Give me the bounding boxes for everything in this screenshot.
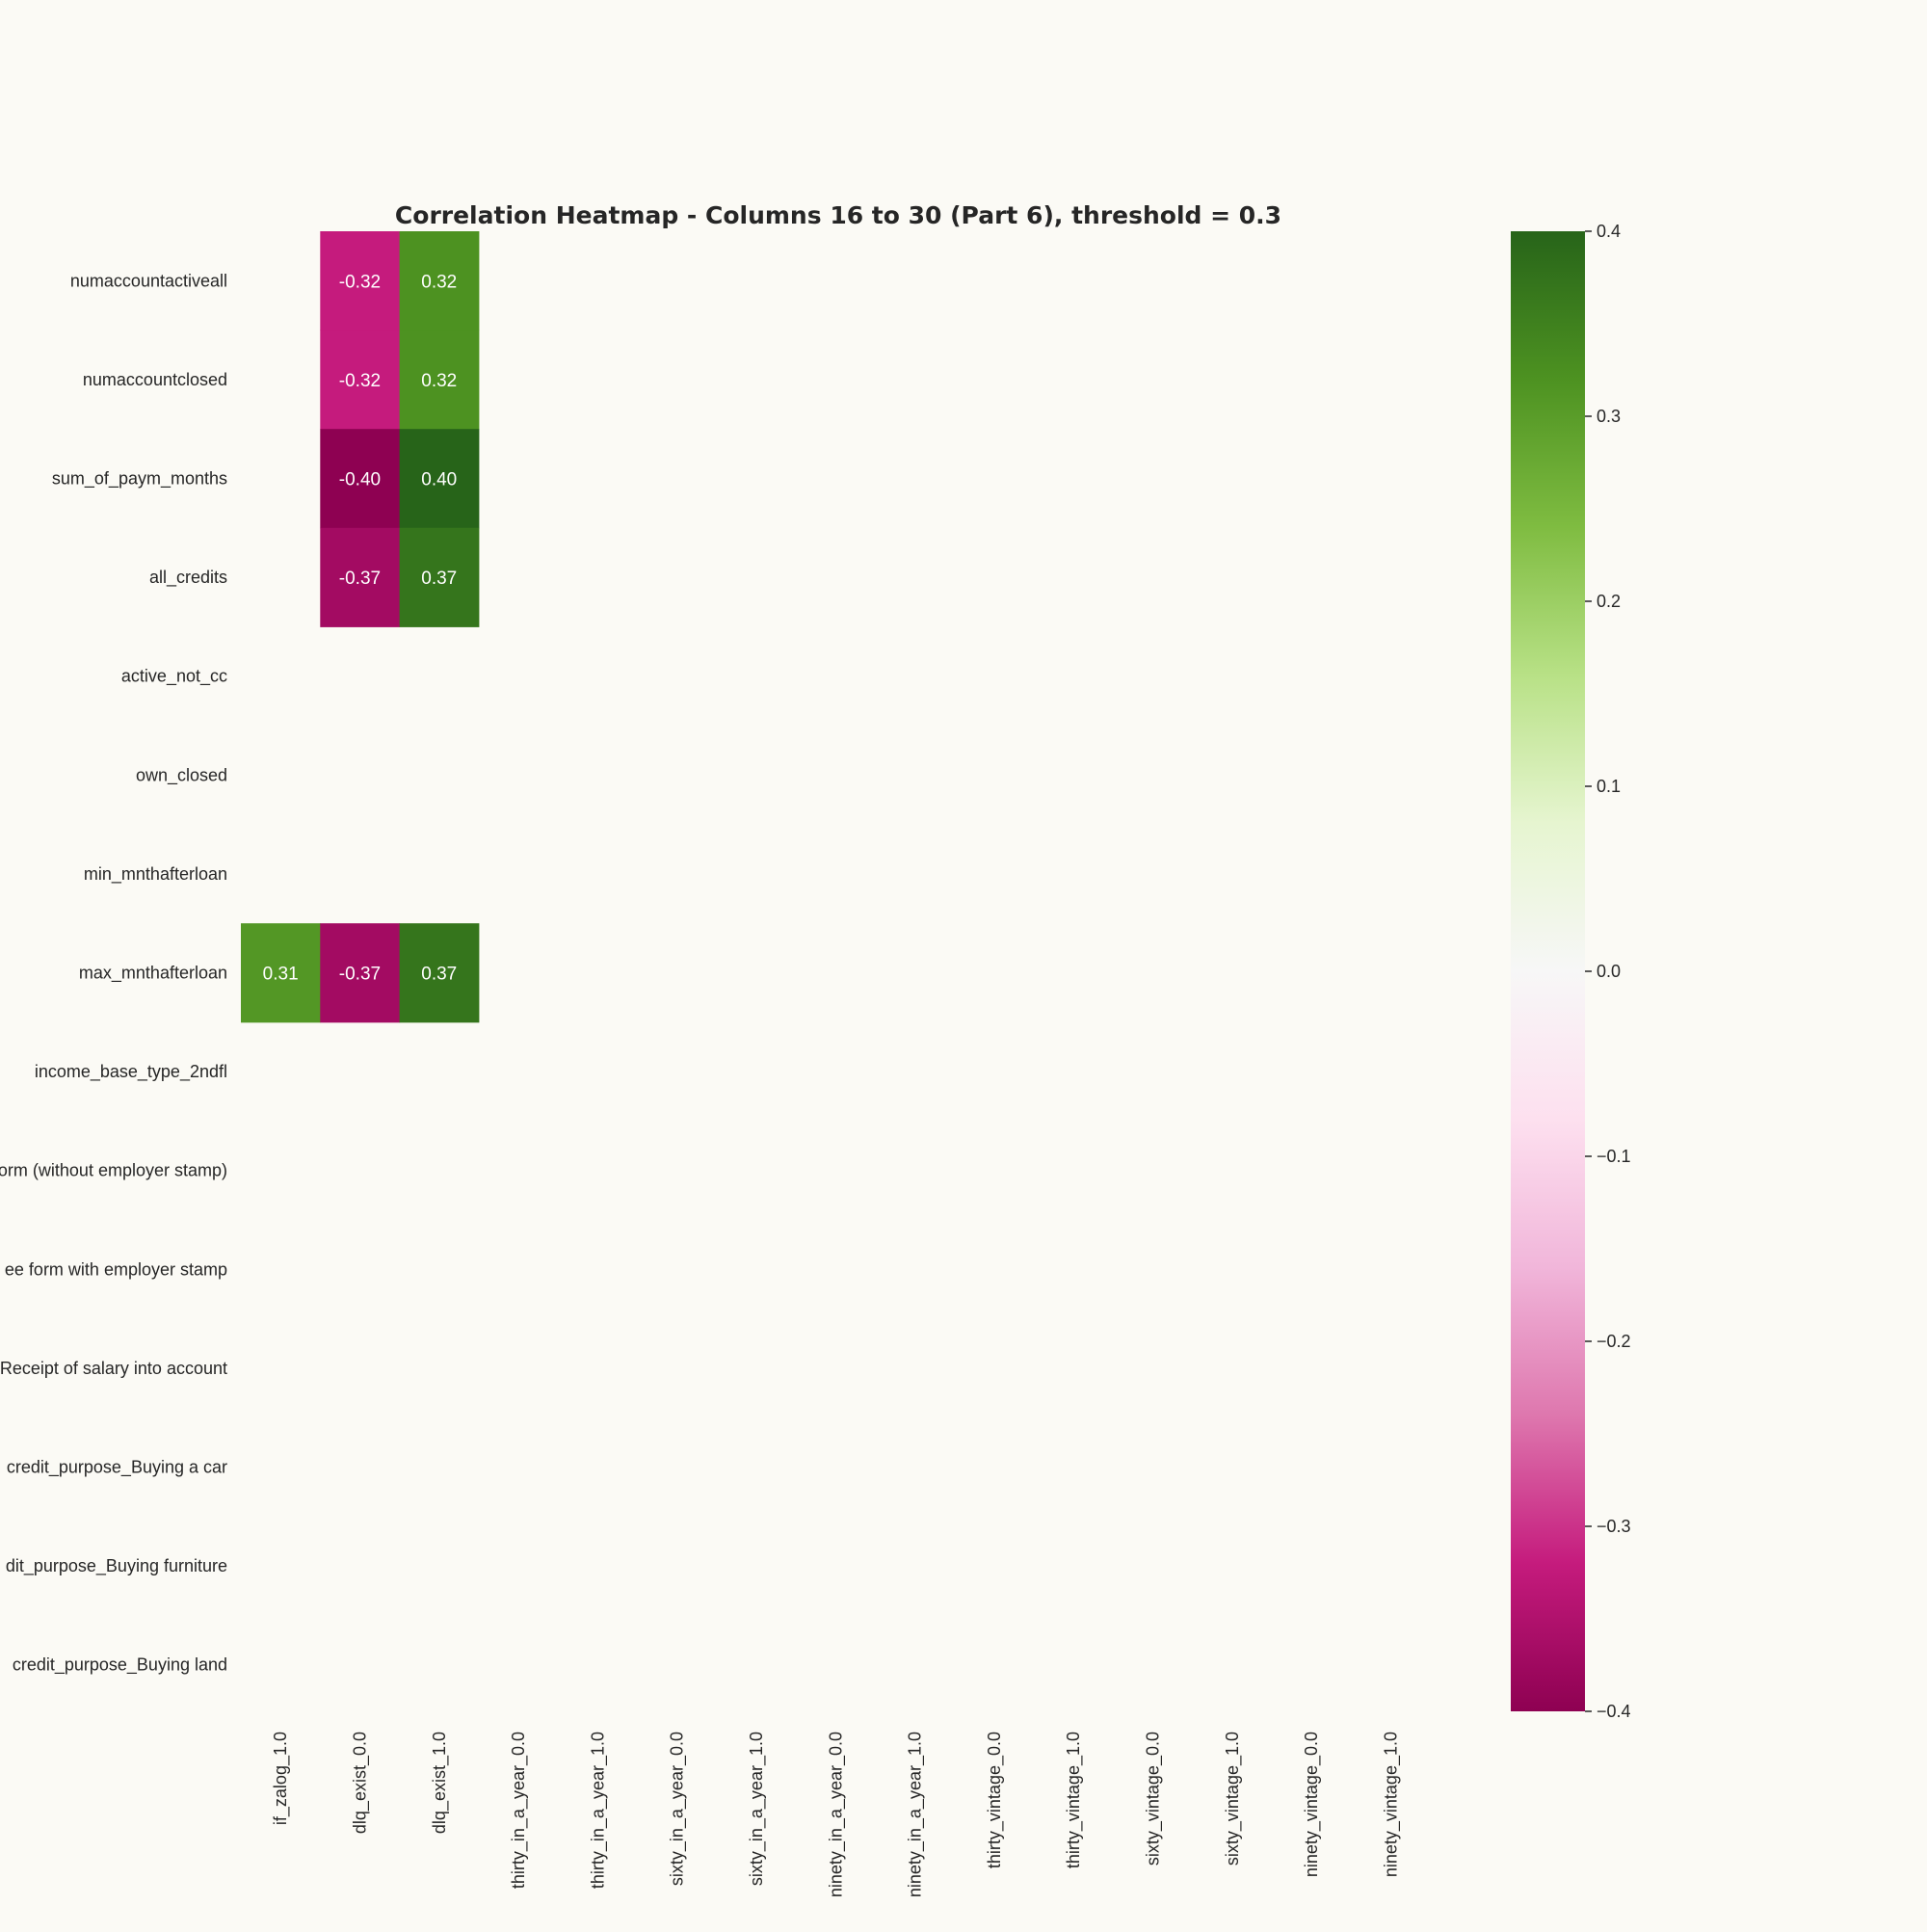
cell-value-label: -0.37 xyxy=(339,569,381,589)
heatmap-cell xyxy=(399,231,480,331)
heatmap-cell xyxy=(320,527,401,627)
colorbar-tick-label: −0.1 xyxy=(1597,1147,1631,1166)
heatmap-cell xyxy=(399,429,480,529)
row-tick-label: active_not_cc xyxy=(121,667,227,687)
cell-value-label: -0.40 xyxy=(339,470,381,490)
column-tick-label: sixty_vintage_0.0 xyxy=(1143,1732,1163,1866)
cell-value-label: -0.32 xyxy=(339,272,381,292)
cell-value-label: 0.37 xyxy=(421,569,457,589)
column-tick-label: sixty_in_a_year_0.0 xyxy=(668,1732,688,1886)
colorbar-tick-label: −0.3 xyxy=(1597,1517,1631,1536)
row-tick-label: own_closed xyxy=(136,765,227,785)
row-tick-label: income_base_type_2ndfl xyxy=(35,1062,227,1082)
heatmap-cell xyxy=(399,527,480,627)
column-tick-label: sixty_vintage_1.0 xyxy=(1223,1732,1243,1866)
heatmap-cell xyxy=(399,923,480,1023)
colorbar-tick-label: 0.2 xyxy=(1597,592,1621,611)
row-tick-label: max_mnthafterloan xyxy=(79,964,227,984)
column-tick-label: sixty_in_a_year_1.0 xyxy=(747,1732,767,1886)
row-tick-label: credit_purpose_Buying land xyxy=(13,1655,227,1676)
column-labels: if_zalog_1.0 dlq_exist_0.0 dlq_exist_1.0 th… xyxy=(271,1732,1401,1897)
row-tick-label: Receipt of salary into account xyxy=(0,1359,227,1378)
column-tick-label: ninety_vintage_0.0 xyxy=(1302,1732,1322,1877)
cell-value-label: 0.31 xyxy=(263,965,299,985)
row-tick-label: orm (without employer stamp) xyxy=(0,1161,227,1180)
colorbar-gradient xyxy=(1511,231,1585,1711)
heatmap-cell xyxy=(320,429,401,529)
cell-value-label: -0.32 xyxy=(339,371,381,391)
column-tick-label: if_zalog_1.0 xyxy=(271,1732,291,1825)
colorbar-tick-label: 0.4 xyxy=(1597,222,1621,241)
heatmap-cell xyxy=(320,231,401,331)
colorbar-tick-label: −0.4 xyxy=(1597,1702,1631,1721)
row-tick-label: numaccountactiveall xyxy=(70,271,227,290)
colorbar: 0.4 0.3 0.2 0.1 0.0 −0.1 −0.2 −0.3 −0.4 xyxy=(1511,222,1631,1721)
row-tick-label: ee form with employer stamp xyxy=(5,1259,227,1279)
cell-value-label: 0.32 xyxy=(421,272,457,292)
column-tick-label: thirty_in_a_year_1.0 xyxy=(588,1732,608,1889)
row-tick-label: sum_of_paym_months xyxy=(52,469,227,490)
cell-value-label: 0.40 xyxy=(421,470,457,490)
row-tick-label: dit_purpose_Buying furniture xyxy=(6,1556,227,1576)
column-tick-label: thirty_vintage_0.0 xyxy=(985,1732,1005,1868)
column-tick-label: thirty_vintage_1.0 xyxy=(1064,1732,1084,1868)
colorbar-tick-label: 0.1 xyxy=(1597,777,1621,796)
colorbar-tick-label: 0.3 xyxy=(1597,407,1621,426)
heatmap-cell xyxy=(241,923,321,1023)
chart-title: Correlation Heatmap - Columns 16 to 30 (… xyxy=(395,201,1281,229)
row-tick-label: numaccountclosed xyxy=(83,370,227,389)
column-tick-label: thirty_in_a_year_0.0 xyxy=(509,1732,529,1889)
column-tick-label: ninety_vintage_1.0 xyxy=(1381,1732,1401,1877)
heatmap-cell xyxy=(399,330,480,430)
column-tick-label: dlq_exist_1.0 xyxy=(430,1732,450,1834)
cell-value-label: 0.32 xyxy=(421,371,457,391)
heatmap-cell xyxy=(320,330,401,430)
colorbar-tick-label: −0.2 xyxy=(1597,1332,1631,1351)
row-tick-label: min_mnthafterloan xyxy=(84,864,227,885)
row-tick-label: credit_purpose_Buying a car xyxy=(7,1458,227,1478)
column-tick-label: ninety_in_a_year_1.0 xyxy=(906,1732,926,1897)
row-tick-label: all_credits xyxy=(149,568,227,588)
cell-value-label: 0.37 xyxy=(421,965,457,985)
column-tick-label: dlq_exist_0.0 xyxy=(350,1732,370,1834)
cell-value-label: -0.37 xyxy=(339,965,381,985)
heatmap-cell xyxy=(320,923,401,1023)
column-tick-label: ninety_in_a_year_0.0 xyxy=(826,1732,846,1897)
colorbar-tick-label: 0.0 xyxy=(1597,962,1621,981)
row-labels: numaccountactiveall numaccountclosed sum_o… xyxy=(0,271,227,1675)
heatmap-cells: -0.32 0.32 -0.32 0.32 -0.40 0.40 -0.37 0.37 0.31… xyxy=(241,231,480,1023)
